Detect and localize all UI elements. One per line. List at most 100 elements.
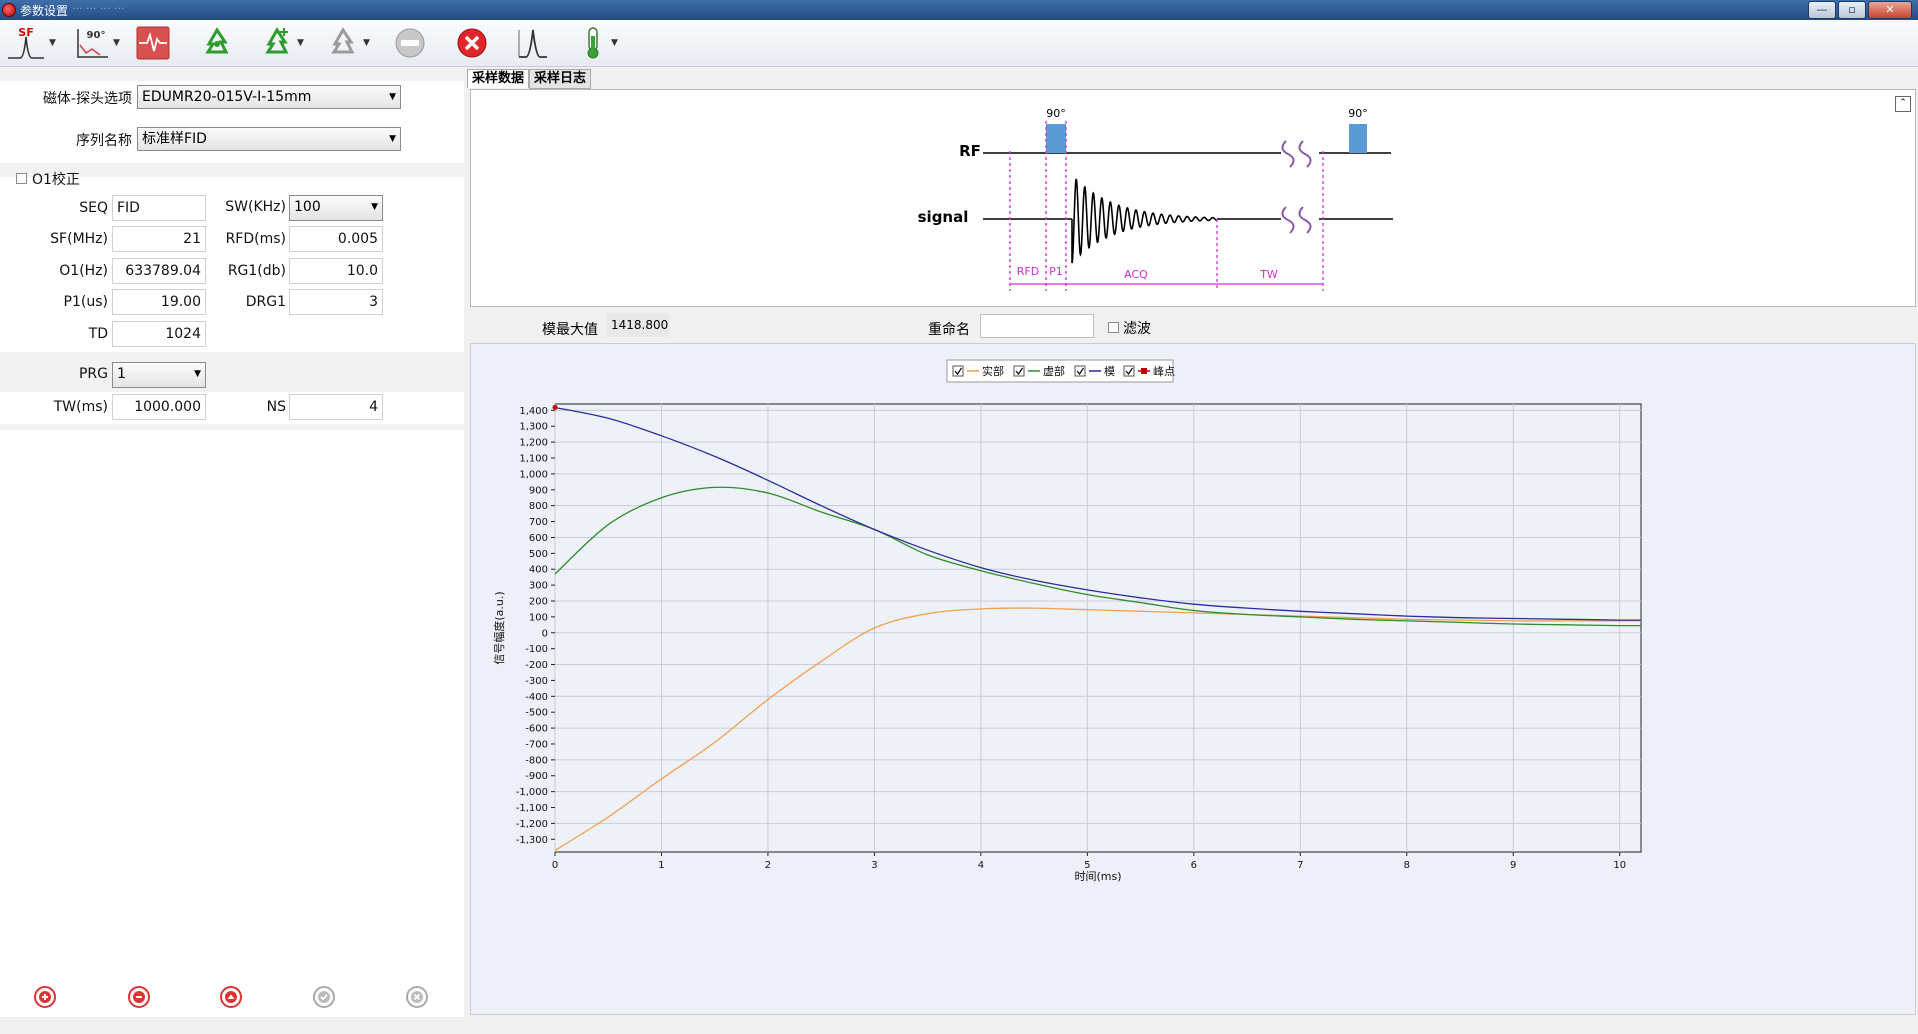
- rename-input[interactable]: [980, 314, 1094, 338]
- pulse-signal-icon: [136, 26, 170, 60]
- recycle-dropdown-caret[interactable]: ▼: [297, 38, 304, 48]
- sequence-select[interactable]: 标准样FID ▼: [137, 127, 401, 151]
- sequence-label: 序列名称: [76, 133, 132, 149]
- legend-peak-checkbox[interactable]: [1123, 365, 1135, 377]
- fid-chart[interactable]: 0 1 2 3 4 5 6 7 8 9 10 1,400 1,300 1,200 1,100 1,000 900…: [471, 344, 1915, 1014]
- x-tick-label: 6: [1191, 860, 1197, 871]
- td-label: TD: [88, 326, 108, 342]
- series-imaginary-line: [554, 486, 1642, 627]
- legend-box: [946, 359, 1174, 383]
- abort-button[interactable]: [455, 24, 489, 62]
- minimize-button[interactable]: —: [1808, 1, 1836, 19]
- series-magnitude-line: [554, 406, 1642, 621]
- legend-magnitude-label: 模: [1104, 365, 1115, 378]
- sw-value: 100: [294, 199, 321, 215]
- sw-select[interactable]: 100 ▼: [289, 195, 383, 221]
- tab-sample-log[interactable]: 采样日志: [529, 69, 592, 89]
- spectrum-peak-icon: [518, 29, 547, 58]
- x-tick-label: 0: [552, 860, 558, 871]
- recycle-icon: [205, 27, 229, 54]
- temperature-button[interactable]: ▼: [578, 24, 618, 62]
- y-tick-label: -100: [525, 644, 548, 655]
- rfd-label: RFD(ms): [225, 231, 286, 247]
- y-tick-label: -800: [525, 755, 548, 766]
- fid-waveform: [1071, 178, 1218, 264]
- collapse-button[interactable]: ⌃: [1895, 96, 1911, 112]
- y-tick-label: -700: [525, 739, 548, 750]
- y-tick-label: -400: [525, 692, 548, 703]
- sample-button[interactable]: [136, 24, 170, 62]
- y-tick-label: 400: [529, 565, 548, 576]
- recycle-accumulate-button[interactable]: ▼: [260, 24, 304, 62]
- tw-field[interactable]: 1000.000: [112, 394, 206, 420]
- svg-text:SF: SF: [18, 26, 33, 39]
- y-tick-label: 1,300: [519, 422, 548, 433]
- recycle-button[interactable]: [200, 24, 234, 62]
- recycle-gray-icon: [331, 27, 355, 54]
- y-tick-label: 1,400: [519, 406, 548, 417]
- confirm-icon[interactable]: [312, 985, 336, 1009]
- recycle-plus-icon: [265, 27, 289, 54]
- temperature-dropdown-caret[interactable]: ▼: [611, 38, 618, 48]
- magnet-probe-value: EDUMR20-015V-I-15mm: [142, 89, 312, 105]
- ns-field[interactable]: 4: [289, 394, 383, 420]
- recycle-disabled-button[interactable]: ▼: [326, 24, 370, 62]
- pulse-sequence-diagram: RF 90° 90° signal: [470, 89, 1916, 307]
- td-field[interactable]: 1024: [112, 321, 206, 347]
- drg1-label: DRG1: [245, 294, 286, 310]
- rf-pulse-2: [1349, 124, 1367, 153]
- stop-button[interactable]: [393, 24, 427, 62]
- y-tick-label: 0: [542, 628, 548, 639]
- filter-label: 滤波: [1123, 321, 1151, 337]
- recycle-gray-dropdown-caret[interactable]: ▼: [363, 38, 370, 48]
- add-icon[interactable]: [33, 985, 57, 1009]
- y-axis-label: 信号幅度(a.u.): [492, 591, 506, 664]
- pulse-90-button[interactable]: 90° ▼: [74, 24, 120, 62]
- rf-label: RF: [959, 142, 981, 160]
- close-window-button[interactable]: ✕: [1868, 1, 1912, 19]
- o1-calibrate-checkbox[interactable]: [16, 173, 27, 184]
- legend-magnitude-checkbox[interactable]: [1074, 365, 1086, 377]
- seq-field[interactable]: FID: [112, 195, 206, 221]
- series-real-line: [554, 607, 1641, 851]
- remove-icon[interactable]: [127, 985, 151, 1009]
- spectrum-button[interactable]: [516, 24, 550, 62]
- restore-button[interactable]: ▫: [1838, 1, 1866, 19]
- legend-imaginary-label: 虚部: [1043, 364, 1065, 378]
- filter-checkbox[interactable]: [1108, 322, 1119, 333]
- y-tick-label: 800: [529, 501, 548, 512]
- y-tick-label: 200: [529, 596, 548, 607]
- cancel-icon[interactable]: [405, 985, 429, 1009]
- parameter-panel: 磁体-探头选项 EDUMR20-015V-I-15mm ▼ 序列名称 标准样FI…: [0, 67, 464, 1017]
- rg1-field[interactable]: 10.0: [289, 258, 383, 284]
- sw-label: SW(KHz): [225, 199, 286, 215]
- sf-button[interactable]: SF ▼: [6, 24, 56, 62]
- toolbar: SF ▼ 90° ▼ ▼ ▼: [0, 20, 1918, 67]
- tab-sample-data[interactable]: 采样数据: [467, 69, 530, 88]
- rfd-field[interactable]: 0.005: [289, 226, 383, 252]
- drg1-field[interactable]: 3: [289, 289, 383, 315]
- p90-dropdown-caret[interactable]: ▼: [113, 38, 120, 48]
- p1-label: P1(us): [63, 294, 108, 310]
- app-icon: [2, 3, 16, 17]
- sf-dropdown-caret[interactable]: ▼: [49, 38, 56, 48]
- svg-text:90°: 90°: [87, 30, 106, 41]
- y-tick-label: -1,300: [516, 835, 548, 846]
- info-row: 模最大值 1418.800 重命名 滤波: [470, 307, 1914, 343]
- p1-segment-label: P1: [1049, 265, 1063, 278]
- prg-select[interactable]: 1 ▼: [112, 362, 206, 388]
- o1-field[interactable]: 633789.04: [112, 258, 206, 284]
- magnet-probe-select[interactable]: EDUMR20-015V-I-15mm ▼: [137, 85, 401, 109]
- up-icon[interactable]: [219, 985, 243, 1009]
- p1-field[interactable]: 19.00: [112, 289, 206, 315]
- y-tick-label: -1,100: [516, 803, 548, 814]
- x-tick-label: 8: [1404, 860, 1410, 871]
- legend-peak-checkmark: [1125, 367, 1134, 376]
- y-tick-label: 1,100: [519, 454, 548, 465]
- x-tick-label: 5: [1084, 860, 1090, 871]
- legend-imaginary-checkbox[interactable]: [1013, 365, 1025, 377]
- y-tick-label: 100: [529, 612, 548, 623]
- y-tick-label: -200: [525, 660, 548, 671]
- sf-field[interactable]: 21: [112, 226, 206, 252]
- legend-real-checkbox[interactable]: [952, 365, 964, 377]
